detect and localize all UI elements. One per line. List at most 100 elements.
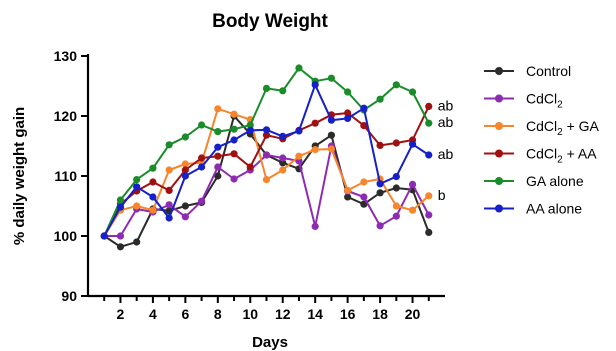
series-5 [100, 64, 433, 240]
data-point [262, 176, 271, 184]
data-point [311, 81, 319, 89]
data-point [360, 178, 368, 186]
data-point [197, 121, 206, 129]
data-point [100, 232, 108, 240]
data-point [149, 206, 157, 214]
x-axis-label: Days [252, 334, 288, 351]
axes: 90 100 110 120 130 2 4 6 8 10 12 14 16 18 20 [54, 48, 445, 322]
legend-item: CdCl2 + AA [484, 146, 597, 166]
data-point [295, 64, 303, 72]
series-3 [100, 105, 433, 240]
legend-item: CdCl2 + GA [484, 118, 600, 138]
legend-swatch-marker [495, 67, 503, 75]
data-point [425, 102, 433, 110]
significance-label: ab [438, 97, 454, 113]
data-point [344, 88, 352, 96]
data-point [392, 212, 400, 220]
data-point [392, 202, 400, 210]
data-point [262, 131, 271, 139]
x-tick-label: 16 [340, 306, 356, 322]
y-axis-label: % daily weight gain [11, 107, 28, 245]
data-point [425, 151, 433, 159]
data-point [165, 214, 173, 222]
data-point [327, 131, 336, 139]
data-point [262, 126, 271, 134]
data-point [344, 186, 352, 194]
legend-item: CdCl2 [484, 91, 563, 111]
legend-swatch-marker [495, 177, 503, 185]
data-point [262, 151, 271, 159]
data-point [246, 126, 254, 134]
series-layer [100, 64, 433, 251]
legend-swatch-marker [495, 94, 503, 103]
legend-item: Control [484, 63, 571, 79]
data-point [116, 203, 125, 211]
data-point [327, 145, 336, 153]
data-point [230, 136, 238, 144]
data-point [327, 74, 336, 82]
legend-swatch-marker [495, 149, 503, 158]
legend-swatch-marker [495, 204, 503, 213]
significance-label: b [438, 187, 446, 203]
data-point [165, 141, 173, 149]
data-point [262, 84, 271, 92]
legend-label: GA alone [526, 173, 584, 189]
data-point [408, 88, 417, 96]
legend-label: Control [526, 63, 571, 79]
data-point [149, 178, 157, 186]
data-point [214, 143, 222, 151]
data-point [197, 154, 206, 162]
legend-label: CdCl2 [526, 91, 563, 111]
x-tick-label: 20 [405, 306, 421, 322]
data-point [133, 176, 141, 184]
data-point [197, 163, 206, 171]
legend: Control CdCl2 CdCl2 + GA CdCl2 + AA GA alone… [484, 63, 600, 217]
x-tick-label: 12 [275, 306, 291, 322]
data-point [376, 222, 384, 230]
legend-item: AA alone [484, 201, 582, 217]
data-point [230, 110, 238, 118]
data-point [376, 95, 384, 103]
data-point [214, 163, 222, 171]
x-tick-label: 10 [242, 306, 258, 322]
data-point [165, 201, 173, 209]
data-point [311, 146, 319, 154]
data-point [311, 119, 319, 127]
legend-label: AA alone [526, 201, 582, 217]
x-tick-label: 4 [149, 306, 157, 322]
x-tick-label: 14 [307, 306, 323, 322]
y-tick-label: 100 [54, 228, 78, 244]
data-point [214, 105, 222, 113]
x-tick-label: 18 [372, 306, 388, 322]
data-point [279, 87, 287, 95]
data-point [230, 150, 238, 158]
data-point [149, 193, 157, 201]
legend-item: GA alone [484, 173, 584, 189]
data-point [344, 114, 352, 122]
data-point [165, 166, 173, 174]
data-point [181, 172, 189, 180]
data-point [360, 200, 368, 208]
legend-label: CdCl2 + AA [526, 146, 597, 166]
data-point [214, 152, 222, 160]
x-tick-label: 2 [117, 306, 125, 322]
data-point [360, 193, 368, 201]
data-point [181, 160, 189, 168]
data-point [246, 163, 254, 171]
data-point [360, 122, 368, 130]
data-point [295, 127, 303, 135]
data-point [230, 175, 238, 183]
data-point [392, 184, 400, 192]
data-point [133, 238, 141, 246]
data-point [214, 172, 222, 180]
data-point [279, 154, 287, 162]
data-point [133, 202, 141, 210]
data-point [425, 228, 433, 236]
data-point [425, 119, 433, 127]
chart-title: Body Weight [212, 11, 328, 32]
y-tick-label: 120 [54, 108, 78, 124]
y-tick-label: 110 [54, 168, 77, 184]
data-point [165, 186, 173, 194]
data-point [360, 104, 368, 112]
